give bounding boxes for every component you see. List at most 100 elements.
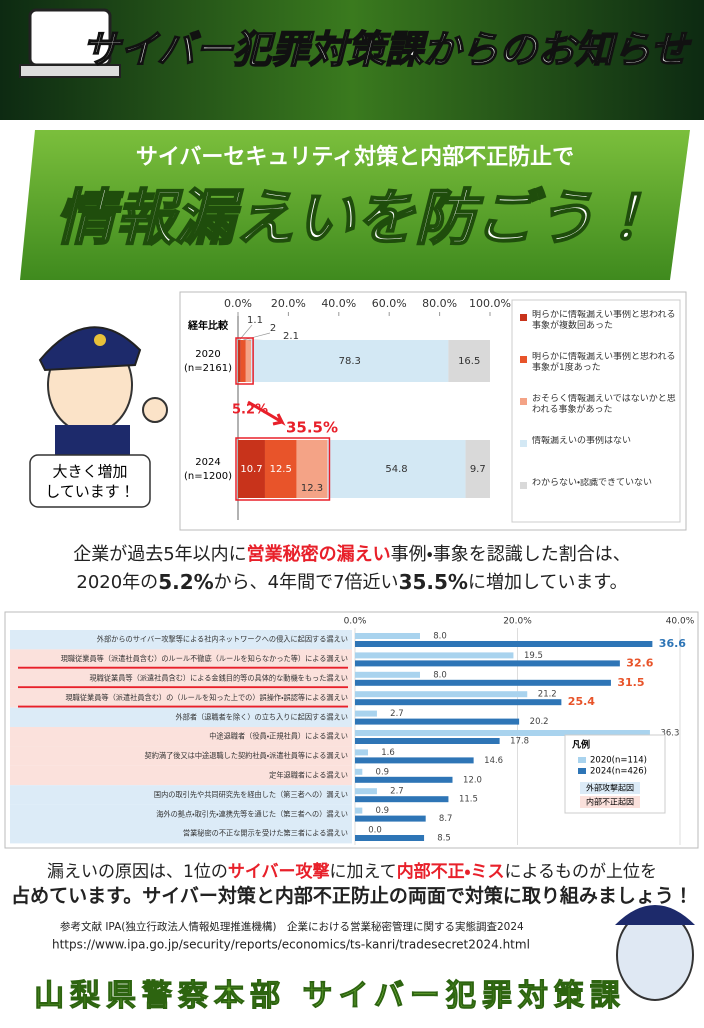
bar-segment xyxy=(448,340,490,382)
category-label: 契約満了後又は中途退職した契約社員・派遣社員等による漏えい xyxy=(145,751,348,760)
value-label: 8.0 xyxy=(433,632,447,642)
x-tick-label: 40.0% xyxy=(666,617,695,627)
category-label: 営業秘密の不正な開示を受けた第三者による漏えい xyxy=(183,829,348,838)
value-label: 54.8 xyxy=(385,464,407,475)
bar-segment xyxy=(264,440,297,498)
x-tick-label: 0.0% xyxy=(344,617,367,627)
text-run: 事例・事象を認識した割合は、 xyxy=(391,544,631,565)
legend-label: 2024(n=426) xyxy=(590,767,647,777)
text-run: 5.2% xyxy=(158,570,213,594)
value-label: 78.3 xyxy=(339,356,361,367)
value-label: 2 xyxy=(270,323,276,334)
chart-title: 経年比較 xyxy=(187,319,229,332)
category-label: 外部からのサイバー攻撃等による社内ネットワークへの侵入に起因する漏えい xyxy=(97,635,348,644)
bar-segment xyxy=(240,340,246,382)
legend-label: おそらく情報漏えいではないかと思われる事象があった xyxy=(532,394,676,415)
category-note: (n=1200) xyxy=(184,471,232,482)
paragraph-line: 2020年の5.2%から、4年間で7倍近い35.5%に増加しています。 xyxy=(76,570,627,594)
bar xyxy=(355,796,449,803)
legend-group-label: 外部攻撃起因 xyxy=(586,783,634,793)
bar xyxy=(355,807,363,814)
paragraph-line: 占めています。サイバー対策と内部不正防止の両面で対策に取り組みましょう！ xyxy=(11,884,693,907)
bar xyxy=(355,749,368,756)
category-bg xyxy=(10,707,352,727)
value-label: 8.0 xyxy=(433,670,447,680)
value-label: 25.4 xyxy=(568,695,595,708)
title: サイバー犯罪対策課からのお知らせ xyxy=(82,28,692,72)
value-label: 8.5 xyxy=(437,834,451,844)
category-bg xyxy=(10,785,352,805)
value-label: 12.3 xyxy=(301,483,323,494)
reference: 参考文献 IPA(独立行政法人情報処理推進機構) 企業における営業秘密管理に関す… xyxy=(60,920,524,933)
value-label: 2.7 xyxy=(390,787,404,797)
leader-line xyxy=(243,332,271,341)
highlight-box xyxy=(235,437,331,501)
value-label: 2.7 xyxy=(390,709,404,719)
bar-segment xyxy=(327,440,466,498)
category-label: 現職従業員等（派遣社員含む）による金銭目的等の具体的な動機をもった漏えい xyxy=(89,674,348,683)
text-run: から、4年間で7倍近い xyxy=(214,572,399,593)
bar xyxy=(355,691,528,698)
value-label: 36.3 xyxy=(660,729,679,739)
bar-segment xyxy=(296,440,328,498)
text-run: に増加しています。 xyxy=(468,572,628,593)
legend-entry: 情報漏えいの事例はない xyxy=(532,436,632,446)
bar xyxy=(355,679,611,686)
legend-entry: わからない・認識できていない xyxy=(532,478,653,488)
category-label: 国内の取引先や共同研究先を経由した（第三者への）漏えい xyxy=(154,790,348,799)
headline: 情報漏えいを防ごう！ xyxy=(55,184,655,254)
legend-label: 2020(n=114) xyxy=(590,756,647,766)
value-label: 17.8 xyxy=(510,737,529,747)
highlight-box xyxy=(235,337,254,385)
x-tick-label: 20.0% xyxy=(271,297,306,310)
value-label: 32.6 xyxy=(626,656,653,669)
annotation: 35.5% xyxy=(286,419,338,437)
value-label: 10.7 xyxy=(240,464,262,475)
bar-segment xyxy=(238,440,265,498)
value-label: 1.6 xyxy=(381,748,395,758)
bar xyxy=(355,641,653,647)
category-bg xyxy=(10,727,352,747)
bar xyxy=(355,652,514,659)
value-label: 12.5 xyxy=(270,464,292,475)
value-label: 2.1 xyxy=(283,331,299,342)
category-note: (n=2161) xyxy=(184,363,232,374)
pc-base xyxy=(19,64,121,78)
x-tick-label: 100.0% xyxy=(469,297,511,310)
bubble-box xyxy=(29,454,151,508)
category-label: 2020 xyxy=(195,349,220,360)
title-band xyxy=(20,130,690,280)
category-label: 中途退職者（役員・正規社員）による漏えい xyxy=(209,732,348,741)
category-bg xyxy=(10,746,352,766)
legend-entry: 明らかに情報漏えい事例と思われる事象が1度あった xyxy=(532,352,676,373)
bar-segment xyxy=(238,340,241,382)
bar xyxy=(355,633,420,639)
bubble-text: 大きく増加 xyxy=(52,463,127,481)
legend-label: 情報漏えいの事例はない xyxy=(532,436,632,446)
arrow xyxy=(247,400,286,426)
category-bg xyxy=(10,668,352,689)
bar xyxy=(355,671,420,678)
legend-entry: おそらく情報漏えいではないかと思われる事象があった xyxy=(532,394,676,415)
bar xyxy=(355,699,562,706)
annotation: 5.2% xyxy=(232,403,268,418)
x-tick-label: 40.0% xyxy=(321,297,356,310)
value-label: 21.2 xyxy=(538,690,557,700)
bar xyxy=(355,776,453,783)
value-label: 1.1 xyxy=(247,315,263,326)
value-label: 0.9 xyxy=(376,806,390,816)
text-run: 2020年の xyxy=(76,572,158,593)
value-label: 8.7 xyxy=(439,814,453,824)
legend-label: 明らかに情報漏えい事例と思われる事象が複数回あった xyxy=(532,310,676,331)
x-tick-label: 0.0% xyxy=(224,297,252,310)
category-label: 2024 xyxy=(195,457,220,468)
bubble-text: しています！ xyxy=(45,483,135,501)
value-label: 36.6 xyxy=(659,637,686,650)
legend-group xyxy=(580,796,640,808)
bar-segment xyxy=(245,340,252,382)
value-label: 9.7 xyxy=(470,464,486,475)
legend-label: わからない・認識できていない xyxy=(532,478,653,488)
category-bg xyxy=(10,630,352,650)
police-officer xyxy=(38,326,168,460)
